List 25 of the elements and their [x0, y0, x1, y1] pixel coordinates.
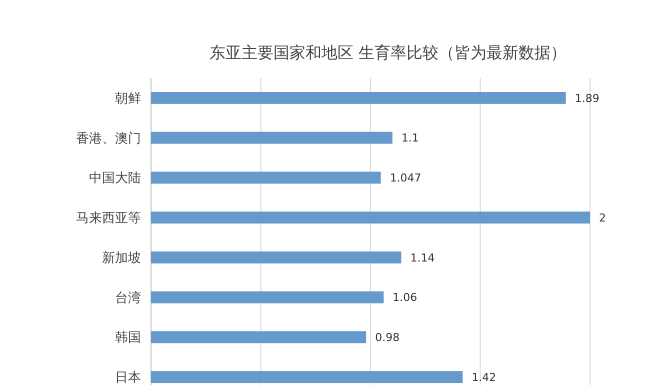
y-tick-label: 台湾 [115, 290, 141, 306]
data-label: 1.42 [472, 370, 496, 384]
bar [151, 92, 566, 104]
y-tick-label: 中国大陆 [89, 171, 141, 186]
data-label: 1.1 [401, 132, 419, 145]
y-tick-label: 日本 [115, 370, 141, 385]
y-tick-label: 韩国 [115, 330, 141, 346]
data-label: 2 [599, 211, 606, 224]
data-label: 1.047 [390, 172, 422, 185]
y-tick-label: 马来西亚等 [76, 211, 141, 226]
bar [151, 371, 463, 384]
data-label: 1.14 [410, 251, 435, 264]
bar [151, 212, 590, 224]
y-tick-label: 新加坡 [102, 250, 141, 266]
bar [151, 331, 366, 344]
y-tick-label: 朝鲜 [115, 91, 141, 106]
chart-title: 东亚主要国家和地区 生育率比较（皆为最新数据） [209, 43, 567, 62]
bar [151, 132, 392, 144]
data-label: 0.98 [375, 331, 400, 344]
bar [151, 172, 381, 184]
y-tick-label: 香港、澳门 [76, 130, 141, 146]
data-label: 1.06 [392, 291, 418, 304]
bar [151, 291, 384, 304]
data-label: 1.89 [574, 92, 600, 105]
bar [151, 251, 402, 264]
